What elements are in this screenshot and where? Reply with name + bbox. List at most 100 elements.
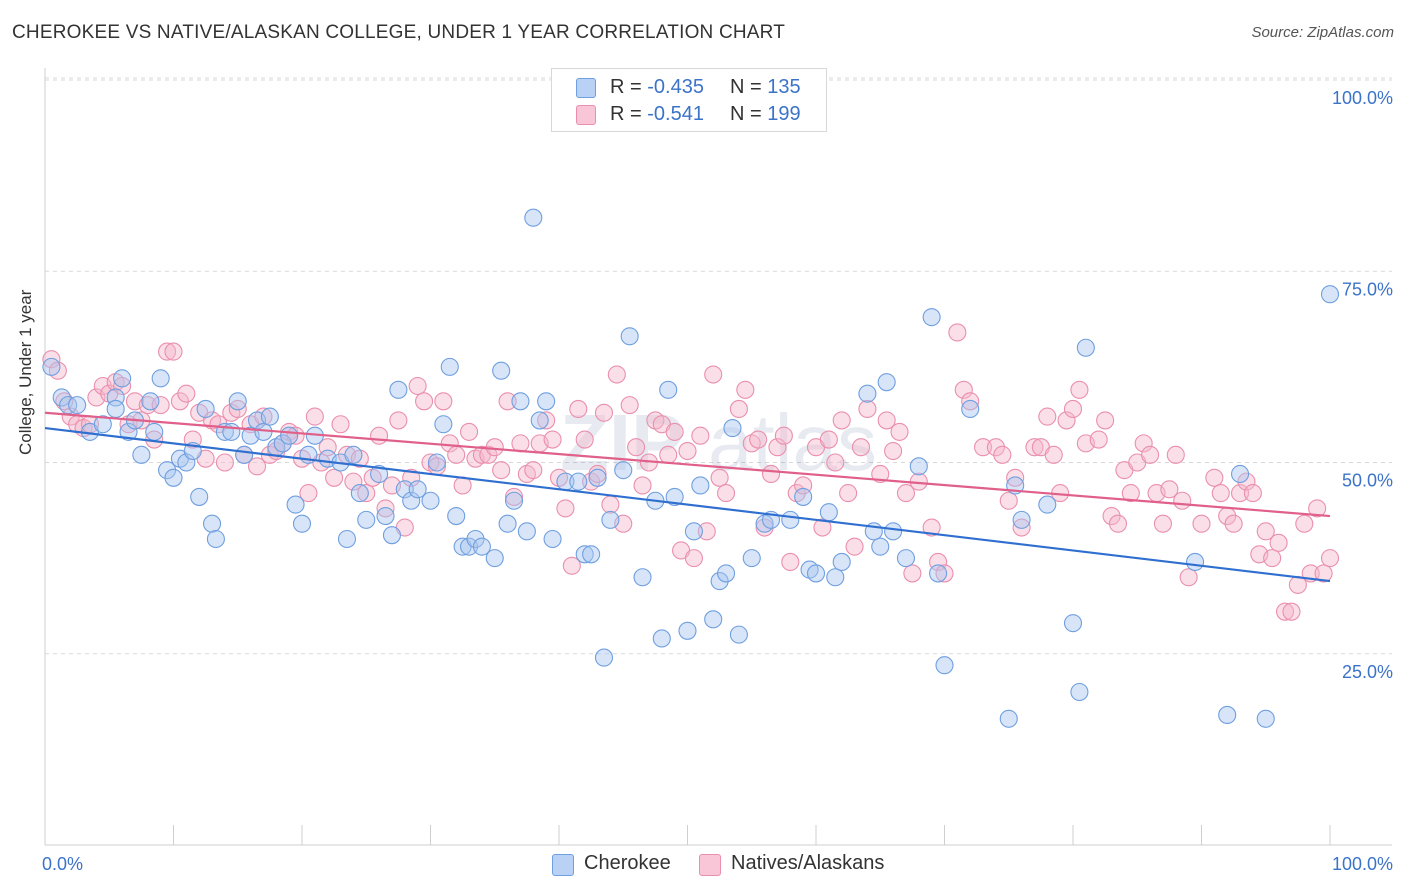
natives-point bbox=[819, 430, 838, 449]
y-tick-label: 75.0% bbox=[1342, 279, 1393, 299]
natives-point bbox=[479, 445, 498, 464]
cherokee-point bbox=[459, 537, 479, 556]
cherokee-point bbox=[203, 514, 222, 533]
cherokee-point bbox=[292, 514, 312, 533]
cherokee-point bbox=[357, 510, 376, 529]
legend-swatch-cherokee bbox=[576, 78, 596, 98]
cherokee-point bbox=[280, 426, 299, 445]
natives-point bbox=[1096, 411, 1115, 430]
natives-point bbox=[1063, 399, 1083, 419]
cherokee-point bbox=[113, 369, 132, 388]
cherokee-point bbox=[999, 709, 1018, 728]
natives-point bbox=[845, 537, 864, 556]
cherokee-point bbox=[402, 491, 421, 510]
cherokee-point bbox=[350, 484, 369, 503]
legend-row-natives: R = -0.541 N = 199 bbox=[552, 101, 826, 127]
natives-point bbox=[485, 438, 504, 457]
natives-point bbox=[1231, 484, 1250, 503]
cherokee-point bbox=[408, 480, 427, 499]
natives-point bbox=[440, 434, 459, 453]
cherokee-point bbox=[222, 422, 241, 441]
natives-point bbox=[575, 430, 594, 449]
natives-point bbox=[1121, 484, 1140, 503]
cherokee-point bbox=[141, 392, 160, 411]
natives-point bbox=[151, 396, 170, 415]
legend-n-label: N = bbox=[730, 103, 762, 125]
natives-point bbox=[1134, 434, 1153, 453]
natives-point bbox=[877, 411, 896, 430]
natives-point bbox=[710, 468, 729, 487]
cherokee-point bbox=[1038, 495, 1057, 514]
cherokee-point bbox=[382, 526, 402, 545]
cherokee-point bbox=[1256, 709, 1275, 728]
natives-point bbox=[1320, 549, 1340, 568]
natives-point bbox=[601, 495, 620, 514]
cherokee-point bbox=[594, 648, 614, 667]
legend-r-value: -0.541 bbox=[647, 103, 704, 125]
cherokee-point bbox=[826, 568, 845, 587]
bottom-legend-swatch-natives bbox=[699, 854, 721, 876]
cherokee-point bbox=[588, 468, 607, 487]
natives-point bbox=[697, 522, 716, 541]
natives-point bbox=[305, 407, 324, 426]
cherokee-point bbox=[337, 529, 357, 549]
cherokee-point bbox=[106, 399, 125, 419]
cherokee-point bbox=[119, 422, 138, 441]
legend-r-cherokee: R = -0.435 bbox=[610, 76, 704, 99]
natives-point bbox=[781, 552, 800, 572]
legend-n-value: 135 bbox=[767, 76, 801, 98]
natives-point bbox=[961, 392, 980, 411]
cherokee-point bbox=[678, 621, 697, 640]
cherokee-point bbox=[260, 407, 279, 426]
natives-point bbox=[999, 491, 1018, 510]
natives-point bbox=[1243, 484, 1262, 503]
cherokee-point bbox=[569, 472, 588, 491]
natives-point bbox=[1295, 514, 1314, 533]
cherokee-point bbox=[794, 487, 813, 506]
cherokee-point bbox=[582, 545, 601, 564]
trend-layer bbox=[44, 411, 1331, 583]
natives-point bbox=[402, 468, 421, 487]
natives-point bbox=[1166, 445, 1185, 464]
natives-point bbox=[678, 441, 697, 461]
cherokee-point bbox=[517, 522, 536, 541]
natives-point bbox=[761, 464, 781, 484]
y-axis-label: College, Under 1 year bbox=[16, 289, 35, 455]
natives-point bbox=[331, 415, 350, 434]
cherokee-point bbox=[620, 327, 639, 346]
natives-point bbox=[170, 392, 189, 411]
cherokee-point bbox=[190, 487, 209, 506]
cherokee-point bbox=[235, 445, 254, 464]
natives-point bbox=[633, 476, 652, 495]
cherokee-point bbox=[42, 357, 61, 376]
cherokee-point bbox=[206, 529, 225, 549]
y-tick-label: 50.0% bbox=[1342, 471, 1393, 491]
natives-point bbox=[344, 472, 363, 491]
cherokee-point bbox=[832, 552, 851, 572]
cherokee-point bbox=[196, 399, 215, 419]
legend: R = -0.435 N = 135 R = -0.541 N = 199 bbox=[551, 68, 827, 132]
natives-point bbox=[948, 323, 967, 342]
natives-point bbox=[113, 376, 132, 396]
cherokee-trend-line bbox=[44, 426, 1331, 583]
natives-point bbox=[884, 441, 903, 461]
cherokee-point bbox=[492, 361, 511, 380]
axis-layer bbox=[44, 68, 1392, 846]
cherokee-point bbox=[472, 537, 491, 556]
cherokee-point bbox=[884, 522, 903, 541]
natives-point bbox=[627, 438, 646, 457]
x-tick-label: 100.0% bbox=[1332, 854, 1393, 874]
cherokee-point bbox=[273, 434, 292, 453]
y-tick-label: 25.0% bbox=[1342, 662, 1393, 682]
natives-point bbox=[408, 376, 427, 396]
natives-point bbox=[973, 438, 993, 457]
y-tick-label: 100.0% bbox=[1332, 88, 1393, 108]
legend-n-label: N = bbox=[730, 76, 762, 98]
legend-n-cherokee: N = 135 bbox=[730, 76, 801, 99]
natives-point bbox=[1108, 514, 1128, 533]
legend-r-value: -0.435 bbox=[647, 76, 704, 98]
cherokee-point bbox=[742, 549, 761, 568]
cherokee-point bbox=[716, 564, 736, 583]
cherokee-point bbox=[164, 468, 183, 487]
cherokee-point bbox=[1063, 614, 1083, 633]
